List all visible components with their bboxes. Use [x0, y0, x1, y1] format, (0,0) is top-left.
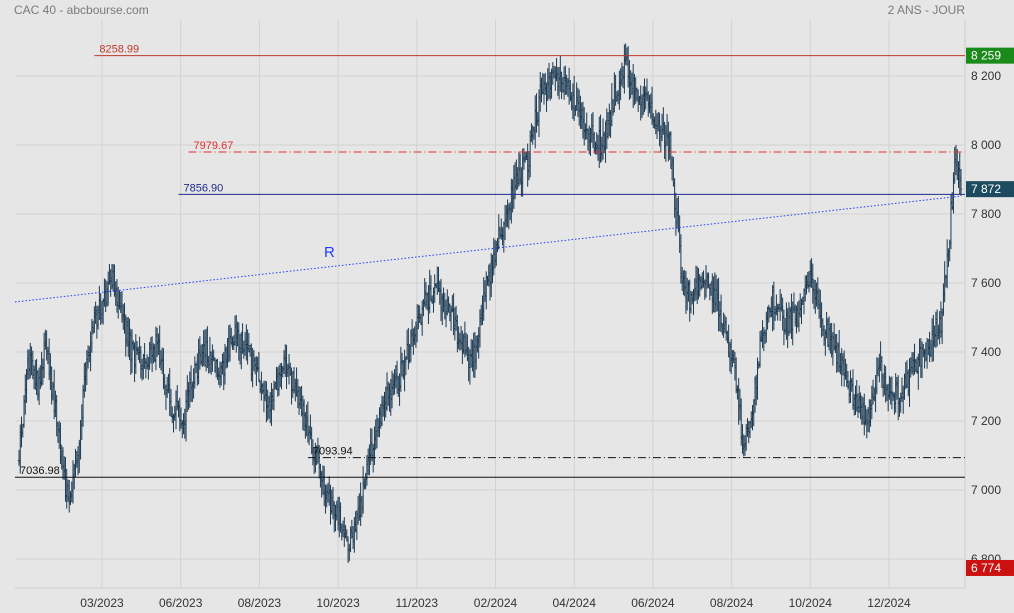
- value-badge-text: 6 774: [971, 561, 1001, 575]
- chart-period: 2 ANS - JOUR: [887, 3, 965, 17]
- y-tick-label: 8 200: [971, 69, 1001, 83]
- level-label: 7856.90: [184, 182, 224, 194]
- y-tick-label: 7 000: [971, 483, 1001, 497]
- y-tick-label: 8 000: [971, 138, 1001, 152]
- value-badge: [966, 181, 1014, 198]
- chart-title: CAC 40 - abcbourse.com: [14, 3, 149, 17]
- y-tick-label: 7 200: [971, 414, 1001, 428]
- value-badge: [966, 559, 1014, 576]
- x-tick-label: 06/2024: [631, 596, 675, 610]
- x-tick-label: 08/2024: [710, 596, 754, 610]
- value-badge-text: 7 872: [971, 182, 1001, 196]
- x-tick-label: 02/2024: [474, 596, 518, 610]
- level-label: 7093.94: [313, 446, 353, 458]
- x-tick-label: 06/2023: [159, 596, 203, 610]
- level-label: 8258.99: [99, 44, 139, 56]
- x-tick-label: 12/2024: [867, 596, 911, 610]
- x-tick-label: 10/2023: [316, 596, 360, 610]
- y-tick-label: 7 400: [971, 345, 1001, 359]
- value-badge-text: 8 259: [971, 49, 1001, 63]
- x-tick-label: 10/2024: [789, 596, 833, 610]
- y-tick-label: 7 600: [971, 276, 1001, 290]
- trendline-r: [14, 195, 962, 303]
- level-label: 7036.98: [20, 465, 60, 477]
- x-tick-label: 11/2023: [396, 596, 439, 610]
- value-badge: [966, 47, 1014, 64]
- x-tick-label: 08/2023: [238, 596, 282, 610]
- level-label: 7979.67: [194, 140, 234, 152]
- trendline-label: R: [324, 244, 335, 261]
- y-tick-label: 7 800: [971, 207, 1001, 221]
- x-tick-label: 04/2024: [553, 596, 597, 610]
- x-tick-label: 03/2023: [80, 596, 124, 610]
